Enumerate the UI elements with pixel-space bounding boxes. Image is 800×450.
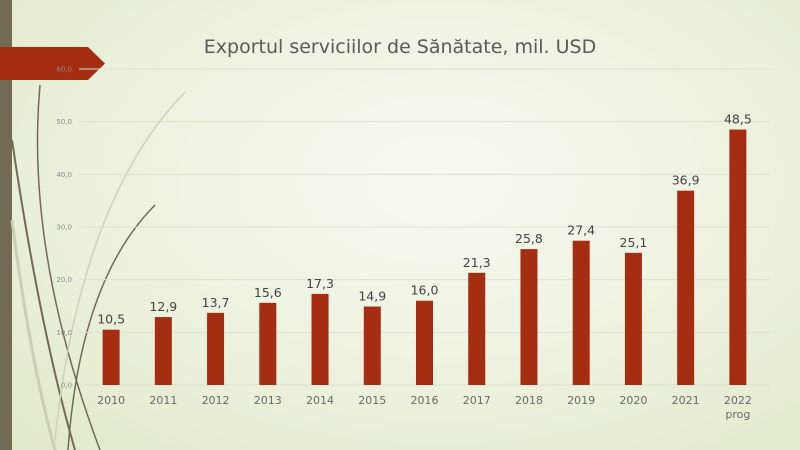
bar <box>363 306 381 385</box>
bar <box>677 190 695 385</box>
x-tick-label: 2012 <box>202 394 230 407</box>
x-tick-label: 2013 <box>254 394 282 407</box>
bar <box>207 312 225 385</box>
data-label: 10,5 <box>97 312 125 327</box>
x-tick-label: 2022 <box>724 394 752 407</box>
x-tick-label: 2015 <box>358 394 386 407</box>
title-banner-arrow <box>0 47 105 80</box>
y-tick-label: 60,0 <box>56 66 72 74</box>
x-tick-label: 2016 <box>411 394 439 407</box>
data-label: 25,8 <box>515 231 543 246</box>
y-tick-label: 50,0 <box>56 118 72 126</box>
bar <box>468 272 486 385</box>
y-tick-label: 40,0 <box>56 171 72 179</box>
x-tick-label: 2018 <box>515 394 543 407</box>
data-label: 13,7 <box>202 295 230 310</box>
data-label: 25,1 <box>620 235 648 250</box>
bar <box>311 293 329 385</box>
x-tick-label: 2017 <box>463 394 491 407</box>
x-tick-label: 2011 <box>149 394 177 407</box>
y-tick-label: 20,0 <box>56 276 72 284</box>
data-label: 17,3 <box>306 276 334 291</box>
y-tick-label: 0,0 <box>61 382 72 390</box>
decorative-side-bar <box>0 0 12 450</box>
data-label: 16,0 <box>411 283 439 298</box>
data-label: 48,5 <box>724 112 752 127</box>
data-label: 14,9 <box>358 289 386 304</box>
x-tick-label: 2014 <box>306 394 334 407</box>
data-label: 15,6 <box>254 285 282 300</box>
chart-title: Exportul serviciilor de Sănătate, mil. U… <box>203 36 597 58</box>
bar <box>154 317 172 385</box>
data-label: 36,9 <box>672 173 700 188</box>
bar <box>416 300 433 385</box>
bar <box>102 329 120 385</box>
bar <box>259 302 277 385</box>
bar <box>520 249 538 385</box>
bar <box>624 252 642 385</box>
bar <box>729 129 747 385</box>
x-tick-label: 2021 <box>672 394 700 407</box>
y-tick-label: 30,0 <box>56 224 72 232</box>
data-label: 27,4 <box>567 223 595 238</box>
data-label: 12,9 <box>149 299 177 314</box>
y-tick-label: 10,0 <box>56 329 72 337</box>
data-label: 21,3 <box>463 255 491 270</box>
x-tick-label: prog <box>725 408 750 421</box>
x-tick-label: 2010 <box>97 394 125 407</box>
bar <box>572 240 590 385</box>
x-tick-label: 2020 <box>619 394 647 407</box>
x-tick-label: 2019 <box>567 394 595 407</box>
